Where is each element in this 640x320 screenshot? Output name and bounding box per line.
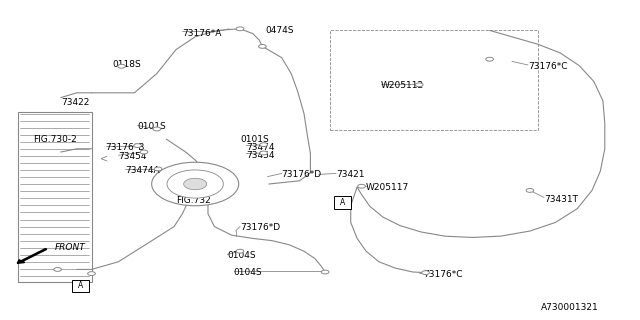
Circle shape <box>167 170 223 198</box>
Circle shape <box>260 151 268 155</box>
Circle shape <box>260 143 268 147</box>
Text: 73176*D: 73176*D <box>282 170 322 179</box>
Circle shape <box>486 57 493 61</box>
Text: A: A <box>340 198 345 207</box>
Text: FRONT: FRONT <box>54 244 85 252</box>
Bar <box>72 280 89 292</box>
Text: 73454: 73454 <box>118 152 147 161</box>
Text: <: < <box>100 153 108 164</box>
Circle shape <box>526 188 534 192</box>
Text: 0101S: 0101S <box>138 122 166 131</box>
Text: 73474A: 73474A <box>125 166 159 175</box>
Circle shape <box>154 167 162 171</box>
Circle shape <box>415 83 423 87</box>
Text: 73176*C: 73176*C <box>528 62 568 71</box>
Bar <box>330 30 538 130</box>
Circle shape <box>259 44 266 48</box>
Circle shape <box>54 268 61 271</box>
Circle shape <box>88 272 95 276</box>
Text: 73454: 73454 <box>246 151 275 160</box>
Circle shape <box>152 162 239 206</box>
Text: 0118S: 0118S <box>112 60 141 69</box>
Circle shape <box>321 270 329 274</box>
Text: 73421: 73421 <box>336 170 365 179</box>
Circle shape <box>358 184 365 188</box>
Text: 73176*D: 73176*D <box>240 223 280 232</box>
Text: 73176*C: 73176*C <box>424 270 463 279</box>
Circle shape <box>153 127 161 131</box>
Circle shape <box>134 144 141 148</box>
Text: 0104S: 0104S <box>227 252 256 260</box>
Text: 0104S: 0104S <box>234 268 262 277</box>
Text: A730001321: A730001321 <box>541 303 598 312</box>
Circle shape <box>118 64 125 68</box>
Text: 73176*B: 73176*B <box>106 143 145 152</box>
Text: W205117: W205117 <box>366 183 410 192</box>
Text: 0101S: 0101S <box>240 135 269 144</box>
Text: FIG.730-2: FIG.730-2 <box>33 135 77 144</box>
Bar <box>18 112 92 282</box>
Text: 73176*A: 73176*A <box>182 29 222 38</box>
Text: 73422: 73422 <box>61 98 89 107</box>
Circle shape <box>236 249 244 253</box>
Circle shape <box>140 150 148 154</box>
Text: FIG.732: FIG.732 <box>176 196 211 204</box>
Text: 73431T: 73431T <box>544 195 578 204</box>
Bar <box>334 196 351 209</box>
FancyArrow shape <box>17 249 47 263</box>
Text: 0474S: 0474S <box>266 26 294 35</box>
Text: W205112: W205112 <box>381 81 424 90</box>
Text: A: A <box>78 281 83 290</box>
Text: 73474: 73474 <box>246 143 275 152</box>
Circle shape <box>236 27 244 31</box>
Circle shape <box>422 271 429 275</box>
Circle shape <box>184 178 207 190</box>
